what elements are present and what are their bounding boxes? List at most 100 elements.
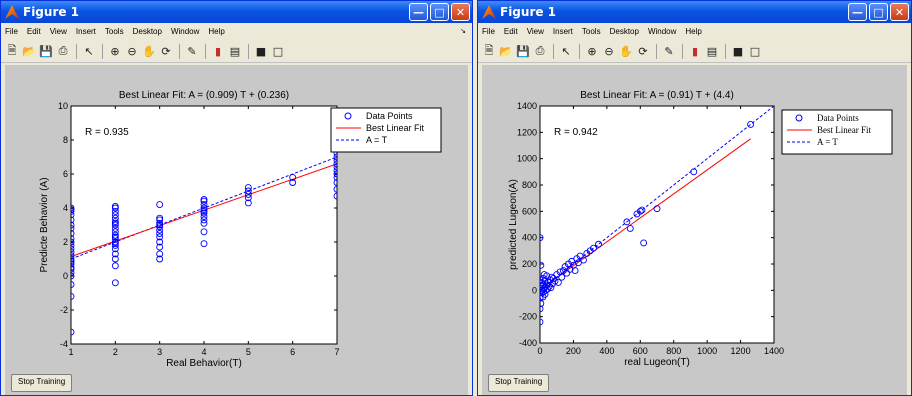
data-point: [333, 153, 337, 161]
title-bar[interactable]: Figure 1 — □ ✕: [478, 1, 911, 23]
legend-icon[interactable]: ▤: [229, 44, 241, 58]
hide-tools-icon[interactable]: ■: [732, 44, 744, 58]
data-point: [551, 277, 559, 285]
rotate-icon[interactable]: ⟳: [638, 44, 648, 58]
x-tick-label: 600: [633, 346, 648, 356]
y-tick-label: -4: [60, 339, 68, 349]
new-figure-icon[interactable]: 🗎: [7, 43, 17, 57]
data-point: [571, 267, 579, 275]
zoom-in-icon[interactable]: ⊕: [587, 44, 597, 58]
data-point: [333, 173, 337, 181]
stop-training-button[interactable]: Stop Training: [488, 374, 550, 392]
data-cursor-icon[interactable]: ✎: [664, 44, 674, 58]
pointer-icon[interactable]: ↖: [561, 44, 571, 58]
data-point: [111, 211, 119, 219]
menu-insert[interactable]: Insert: [552, 27, 573, 36]
data-point: [636, 207, 644, 215]
data-cursor-icon[interactable]: ✎: [187, 44, 197, 58]
data-point: [111, 207, 119, 215]
menu-desktop[interactable]: Desktop: [609, 27, 639, 36]
colorbar-icon[interactable]: ▮: [214, 44, 222, 58]
data-point: [623, 218, 631, 226]
pan-icon[interactable]: ✋: [619, 44, 633, 58]
legend-entry: Data Points: [366, 111, 413, 121]
best-fit-line: [540, 138, 751, 291]
hide-tools-icon[interactable]: ■: [255, 44, 267, 58]
x-axis-label: real Lugeon(T): [624, 357, 690, 368]
data-point: [289, 173, 297, 181]
menu-edit[interactable]: Edit: [26, 27, 41, 36]
data-point: [111, 214, 119, 222]
menu-desktop[interactable]: Desktop: [132, 27, 162, 36]
menu-insert[interactable]: Insert: [75, 27, 96, 36]
data-point: [156, 243, 164, 251]
open-file-icon[interactable]: 📂: [499, 44, 513, 58]
show-tools-icon[interactable]: □: [272, 44, 284, 58]
legend-icon[interactable]: ▤: [706, 44, 718, 58]
data-point: [71, 211, 75, 219]
colorbar-icon[interactable]: ▮: [691, 44, 699, 58]
close-button[interactable]: ✕: [451, 3, 470, 21]
show-tools-icon[interactable]: □: [749, 44, 761, 58]
menu-window[interactable]: Window: [647, 27, 677, 36]
zoom-out-icon[interactable]: ⊖: [127, 44, 137, 58]
minimize-button[interactable]: —: [409, 3, 428, 21]
menu-file[interactable]: File: [5, 27, 18, 36]
zoom-out-icon[interactable]: ⊖: [604, 44, 614, 58]
menu-window[interactable]: Window: [170, 27, 200, 36]
data-point: [244, 187, 252, 195]
chart-title: Best Linear Fit: A = (0.909) T + (0.236): [119, 90, 289, 101]
save-icon[interactable]: 💾: [516, 44, 530, 58]
x-tick-label: 1000: [697, 346, 717, 356]
print-icon[interactable]: ⎙: [535, 44, 545, 57]
dock-arrow-icon[interactable]: ↘: [460, 28, 466, 35]
pointer-icon[interactable]: ↖: [84, 44, 94, 58]
chart-title: Best Linear Fit: A = (0.91) T + (4.4): [580, 90, 734, 101]
data-point: [333, 156, 337, 164]
stop-training-button[interactable]: Stop Training: [11, 374, 73, 392]
data-point: [333, 179, 337, 186]
regression-plot: 0 200 400 600 800 1000 1200 1400 -400 -200 0 200 400…: [508, 90, 893, 368]
menu-view[interactable]: View: [526, 27, 544, 36]
data-point: [244, 194, 252, 202]
data-point: [540, 305, 544, 313]
y-tick-label: 1000: [517, 154, 537, 164]
x-axis-label: Real Behavior(T): [166, 358, 242, 369]
data-point: [580, 256, 587, 264]
menu-file[interactable]: File: [482, 27, 495, 36]
maximize-button[interactable]: □: [869, 3, 888, 21]
save-icon[interactable]: 💾: [39, 44, 53, 58]
data-point: [200, 196, 208, 203]
menu-tools[interactable]: Tools: [581, 27, 601, 36]
window-title: Figure 1: [23, 5, 80, 19]
x-tick-label: 7: [334, 347, 339, 357]
open-file-icon[interactable]: 📂: [22, 44, 36, 58]
zoom-in-icon[interactable]: ⊕: [110, 44, 120, 58]
menu-tools[interactable]: Tools: [104, 27, 124, 36]
y-tick-label: 4: [63, 203, 68, 213]
x-tick-label: 1400: [764, 346, 784, 356]
data-point: [71, 252, 75, 260]
data-point: [540, 234, 544, 242]
toolbar-separator: [656, 43, 657, 59]
data-point: [540, 318, 544, 326]
print-icon[interactable]: ⎙: [58, 44, 68, 57]
menu-view[interactable]: View: [49, 27, 67, 36]
menu-help[interactable]: Help: [208, 27, 225, 36]
toolbar-separator: [725, 43, 726, 59]
menu-edit[interactable]: Edit: [503, 27, 518, 36]
toolbar-separator: [76, 43, 77, 59]
regression-plot: 1 2 3 4 5 6 7 -4 -2 0 2 4 6 8 10 R = 0.935 Best Linear F…: [39, 90, 442, 369]
new-figure-icon[interactable]: 🗎: [484, 43, 494, 57]
title-bar[interactable]: Figure 1 — □ ✕: [1, 1, 472, 23]
close-button[interactable]: ✕: [890, 3, 909, 21]
rotate-icon[interactable]: ⟳: [161, 44, 171, 58]
maximize-button[interactable]: □: [430, 3, 449, 21]
menu-help[interactable]: Help: [685, 27, 702, 36]
data-point: [156, 230, 164, 237]
pan-icon[interactable]: ✋: [142, 44, 156, 58]
legend-entry: Data Points: [817, 113, 859, 123]
data-point: [747, 120, 755, 128]
data-point: [590, 244, 597, 252]
minimize-button[interactable]: —: [848, 3, 867, 21]
